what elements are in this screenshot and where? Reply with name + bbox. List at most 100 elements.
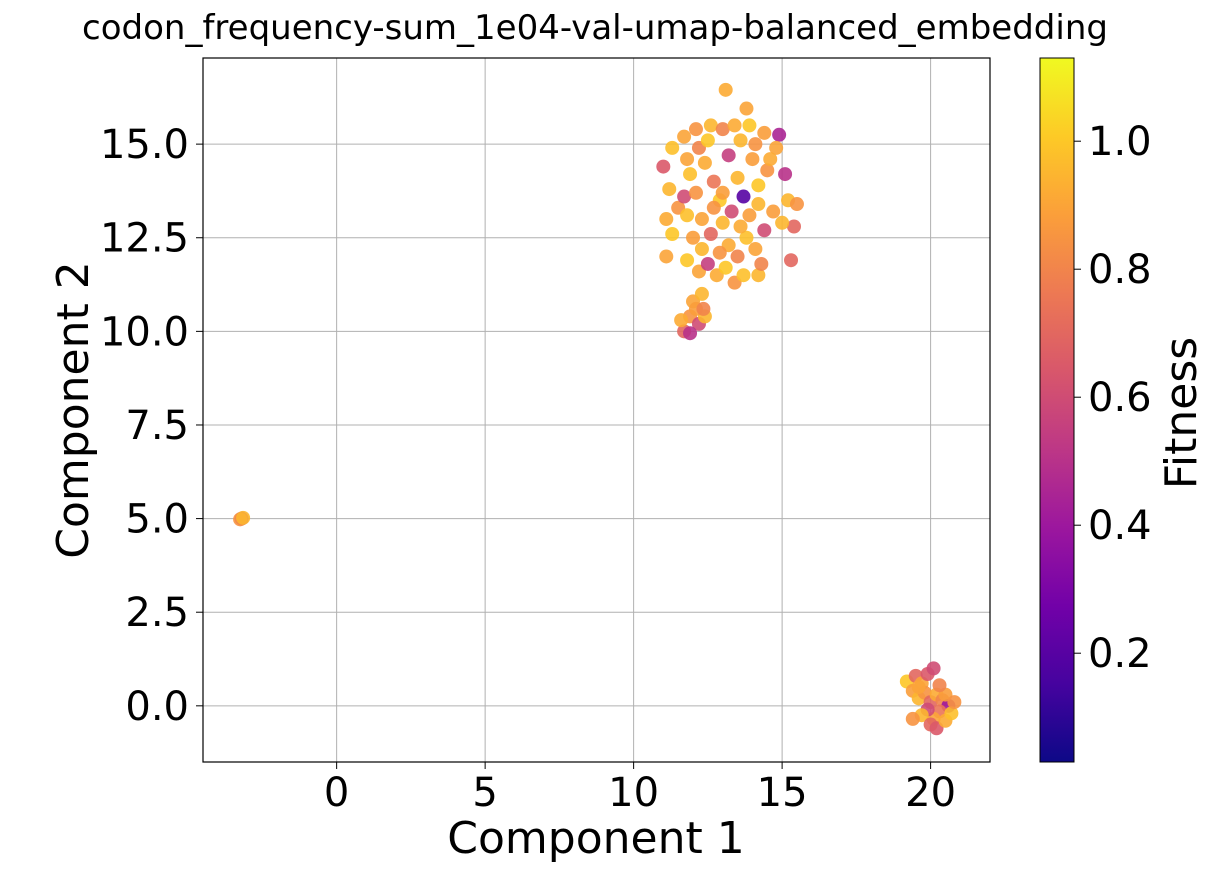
scatter-point [703,118,718,133]
scatter-point [706,200,721,215]
scatter-point [721,148,736,163]
scatter-point [694,241,709,256]
scatter-point [748,241,763,256]
scatter-point [769,140,784,155]
y-tick-label: 15.0 [100,122,189,168]
colorbar [1039,57,1075,763]
scatter-point [736,268,751,283]
scatter-point [730,249,745,264]
scatter-point [932,678,947,693]
y-tick-label: 12.5 [100,216,189,262]
scatter-point [718,260,733,275]
x-tick-label: 5 [472,770,497,816]
scatter-point [789,197,804,212]
scatter-point [715,215,730,230]
scatter-point [659,249,674,264]
scatter-point [730,170,745,185]
chart-title: codon_frequency-sum_1e04-val-umap-balanc… [82,8,1108,48]
scatter-point [766,204,781,219]
scatter-point [775,215,790,230]
scatter-point [715,185,730,200]
x-tick-label: 15 [757,770,808,816]
colorbar-label: Fitness [1156,337,1207,489]
x-tick-label: 20 [905,770,956,816]
scatter-point [748,137,763,152]
scatter-point [706,174,721,189]
colorbar-tick-label: 1.0 [1088,119,1152,165]
scatter-point [715,122,730,137]
scatter-point [697,155,712,170]
scatter-point [696,301,711,316]
x-tick-label: 10 [608,770,659,816]
scatter-point [757,125,772,140]
scatter-point [703,227,718,241]
scatter-point [662,182,677,197]
y-axis-ticks: 0.0 2.5 5.0 7.5 10.0 12.5 15.0 [100,122,203,730]
scatter-point [659,212,674,227]
scatter-point [694,212,709,227]
scatter-point [911,680,926,695]
scatter-point [757,223,772,238]
scatter-point [947,695,962,710]
colorbar-ticks: 0.2 0.4 0.6 0.8 1.0 [1074,119,1152,677]
scatter-point [754,256,769,271]
scatter-point [944,706,959,721]
scatter-point [665,140,680,155]
colorbar-tick-label: 0.6 [1088,375,1152,421]
scatter-point [751,178,766,193]
scatter-point [733,219,748,234]
y-axis-label: Component 2 [48,261,99,558]
scatter-point [751,268,766,283]
scatter-point [683,326,698,341]
y-tick-label: 10.0 [100,309,189,355]
scatter-point [742,118,757,133]
y-tick-label: 0.0 [125,684,189,730]
scatter-point [727,118,742,133]
y-tick-label: 2.5 [125,590,189,636]
x-axis-label: Component 1 [447,813,744,864]
scatter-point [694,286,709,301]
scatter-point [700,133,715,148]
scatter-point [784,253,799,268]
scatter-point [680,208,695,223]
scatter-point [718,82,733,97]
colorbar-tick-label: 0.8 [1088,247,1152,293]
scatter-point [665,227,680,241]
scatter-point [656,159,671,174]
scatter-point [700,256,715,271]
scatter-point [688,122,703,137]
y-tick-label: 7.5 [125,403,189,449]
scatter-point [742,208,757,223]
scatter-point [778,167,793,182]
scatter-point [760,163,775,178]
scatter-point [763,152,778,167]
scatter-point [677,189,692,204]
y-tick-label: 5.0 [125,497,189,543]
scatter-point [739,230,754,245]
scatter-point [733,133,748,148]
grid-layer [203,58,990,762]
scatter-point [786,219,801,234]
scatter-point [236,510,251,525]
scatter-point [677,129,692,144]
scatter-point [688,185,703,200]
x-tick-label: 0 [324,770,349,816]
scatter-point [751,197,766,212]
colorbar-tick-label: 0.2 [1088,631,1152,677]
scatter-point [736,189,751,204]
plot-frame [202,57,991,763]
scatter-point [745,152,760,167]
scatter-point [686,230,701,245]
scatter-point [712,245,727,260]
scatter-point [680,152,695,167]
scatter-point [724,204,739,219]
scatter-point [739,101,754,116]
scatter-point [680,253,695,268]
points-layer [233,82,962,736]
scatter-point [772,127,787,142]
scatter-point [683,167,698,182]
scatter-point [905,711,920,726]
scatter-point [926,661,941,676]
